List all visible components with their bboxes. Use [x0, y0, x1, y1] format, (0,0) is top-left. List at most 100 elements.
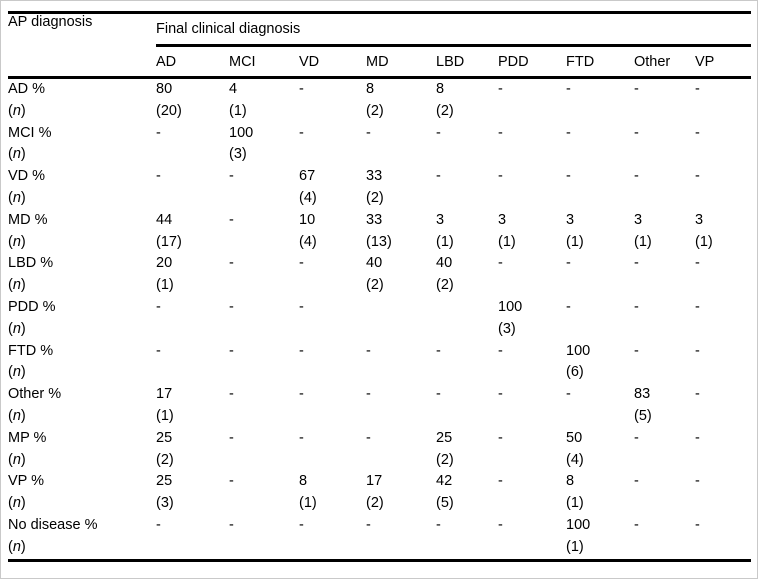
n-cell-ftd — [566, 144, 634, 166]
percent-cell-ftd: - — [566, 298, 571, 315]
percent-cell-ftd: - — [566, 168, 571, 185]
percent-cell-md: 8 — [366, 81, 375, 97]
percent-cell-ad: - — [156, 168, 161, 185]
percent-cell-vd: - — [299, 81, 304, 97]
n-cell-pdd — [498, 144, 566, 166]
percent-cell-other: - — [634, 168, 639, 185]
n-cell-other — [634, 101, 695, 123]
percent-cell-mci: - — [229, 473, 234, 490]
n-row-label: (n) — [8, 495, 26, 512]
n-cell-vp — [695, 144, 751, 166]
row-label: VD % — [8, 168, 46, 185]
percent-cell-vp: - — [695, 255, 700, 272]
row-label: VP % — [8, 473, 45, 490]
table-row: VP % 25 - 8 17 42 - 8 - - — [8, 471, 751, 493]
n-cell-vd — [299, 144, 366, 166]
n-cell-ftd: (6) — [566, 364, 584, 381]
percent-cell-md — [366, 297, 436, 319]
table-row: FTD % - - - - - - 100 - - — [8, 341, 751, 363]
column-header-mci: MCI — [229, 45, 299, 79]
percent-cell-ad: 25 — [156, 429, 173, 446]
column-header-vd: VD — [299, 45, 366, 79]
column-header-md: MD — [366, 45, 436, 79]
n-cell-vp — [695, 188, 751, 210]
percent-cell-ad: - — [156, 298, 161, 315]
n-cell-ftd: (1) — [566, 495, 584, 512]
percent-cell-lbd: - — [436, 516, 441, 533]
table-body: AD % 80 4 - 8 8 - - - - (n) (20) (1) (2) (2) MCI % - 100 -… — [8, 78, 751, 561]
percent-cell-lbd: 40 — [436, 255, 453, 272]
percent-cell-vp: 3 — [695, 211, 704, 228]
percent-cell-vd: 8 — [299, 473, 308, 490]
percent-cell-vp: - — [695, 473, 700, 490]
percent-cell-lbd: - — [436, 342, 441, 359]
table-row-n: (n) (17) (4) (13) (1) (1) (1) (1) (1) — [8, 232, 751, 254]
span-header: Final clinical diagnosis — [156, 12, 752, 47]
percent-cell-pdd: - — [498, 124, 503, 141]
percent-cell-pdd: - — [498, 386, 503, 403]
percent-cell-vp: - — [695, 429, 700, 446]
percent-cell-vd: 67 — [299, 168, 316, 185]
percent-cell-pdd: - — [498, 473, 503, 490]
percent-cell-md: 17 — [366, 473, 383, 490]
percent-cell-mci: - — [229, 342, 234, 359]
n-cell-ftd — [566, 188, 634, 210]
percent-cell-ad: 20 — [156, 255, 173, 272]
percent-cell-md: - — [366, 429, 371, 446]
n-cell-mci — [229, 537, 299, 560]
table-row-n: (n) (6) — [8, 362, 751, 384]
n-cell-vp — [695, 362, 751, 384]
table-row-n: (n) (4) (2) — [8, 188, 751, 210]
n-cell-other — [634, 537, 695, 560]
row-label: MD % — [8, 211, 48, 228]
n-cell-mci — [229, 232, 299, 254]
n-row-label: (n) — [8, 233, 26, 250]
n-cell-ad: (3) — [156, 495, 174, 512]
n-cell-ftd — [566, 319, 634, 341]
percent-cell-md: - — [366, 386, 371, 403]
n-cell-lbd: (5) — [436, 495, 454, 512]
percent-cell-lbd: - — [436, 168, 441, 185]
row-label: PDD % — [8, 298, 56, 315]
n-cell-pdd — [498, 188, 566, 210]
n-cell-mci — [229, 493, 299, 515]
n-cell-vp — [695, 493, 751, 515]
table-row: VD % - - 67 33 - - - - - — [8, 166, 751, 188]
n-cell-ad — [156, 362, 229, 384]
n-cell-lbd — [436, 362, 498, 384]
percent-cell-vd: - — [299, 124, 304, 141]
percent-cell-md: - — [366, 342, 371, 359]
percent-cell-vd: - — [299, 255, 304, 272]
n-cell-vp — [695, 319, 751, 341]
percent-cell-ftd: 50 — [566, 429, 583, 446]
column-header-pdd: PDD — [498, 45, 566, 79]
table-row: MCI % - 100 - - - - - - - — [8, 123, 751, 145]
percent-cell-other: 3 — [634, 211, 643, 228]
table-row-n: (n) (1) (2) (2) — [8, 275, 751, 297]
percent-cell-lbd: 3 — [436, 211, 445, 228]
table-row: PDD % - - - 100 - - - — [8, 297, 751, 319]
percent-cell-ftd: 3 — [566, 211, 575, 228]
column-header-other: Other — [634, 45, 695, 79]
n-cell-lbd — [436, 406, 498, 428]
n-cell-vd — [299, 450, 366, 472]
row-label: FTD % — [8, 342, 54, 359]
n-cell-pdd — [498, 406, 566, 428]
percent-cell-other: 83 — [634, 386, 651, 403]
percent-cell-lbd: 25 — [436, 429, 453, 446]
percent-cell-mci: 100 — [229, 124, 254, 141]
n-cell-vd — [299, 406, 366, 428]
table-row: MP % 25 - - - 25 - 50 - - — [8, 428, 751, 450]
n-cell-lbd: (2) — [436, 277, 454, 294]
n-cell-md — [366, 450, 436, 472]
percent-cell-pdd: - — [498, 255, 503, 272]
n-cell-vp — [695, 450, 751, 472]
n-cell-md — [366, 362, 436, 384]
n-cell-mci: (3) — [229, 146, 247, 163]
table-row-n: (n) (20) (1) (2) (2) — [8, 101, 751, 123]
n-cell-ftd: (1) — [566, 233, 584, 250]
n-row-label: (n) — [8, 102, 26, 119]
n-cell-mci — [229, 450, 299, 472]
table-row: LBD % 20 - - 40 40 - - - - — [8, 253, 751, 275]
